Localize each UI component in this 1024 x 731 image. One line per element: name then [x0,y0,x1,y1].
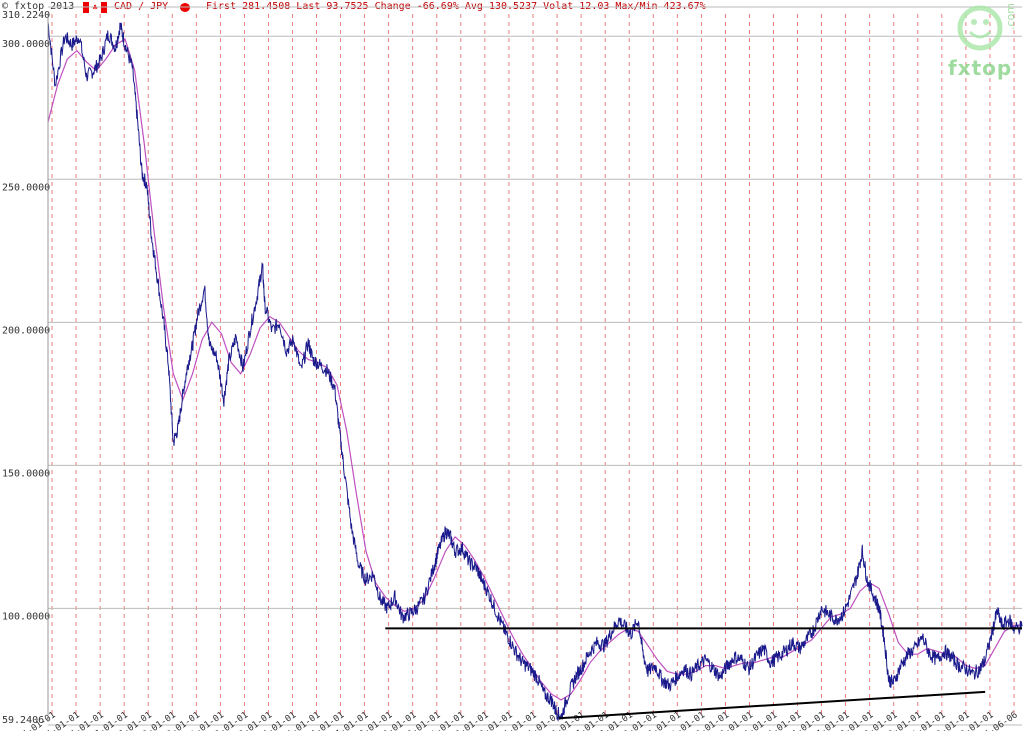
price-line [47,22,1023,722]
vertical-gridlines [51,14,1015,714]
x-axis-labels: 1974-01-011975-01-011976-01-011977-01-01… [8,710,1020,731]
copyright-text: © fxtop 2013 [2,1,75,12]
trendline [558,690,986,720]
y-axis-labels: 310.2240 300.0000 250.0000 200.0000 150.0000… [2,10,50,726]
y-tick-label: 100.0000 [2,611,50,622]
logo-text: fxtop [948,56,1013,80]
horizontal-gridlines [48,6,1022,726]
y-tick-label: 310.2240 [2,10,50,21]
trendlines [385,627,1022,720]
logo-domain: .com [1004,3,1017,30]
y-tick-label: 59.2406 [2,715,44,726]
y-tick-label: 200.0000 [2,325,50,336]
y-tick-label: 300.0000 [2,39,50,50]
y-tick-label: 150.0000 [2,468,50,479]
smiley-logo-icon [950,0,1024,84]
y-tick-label: 250.0000 [2,182,50,193]
